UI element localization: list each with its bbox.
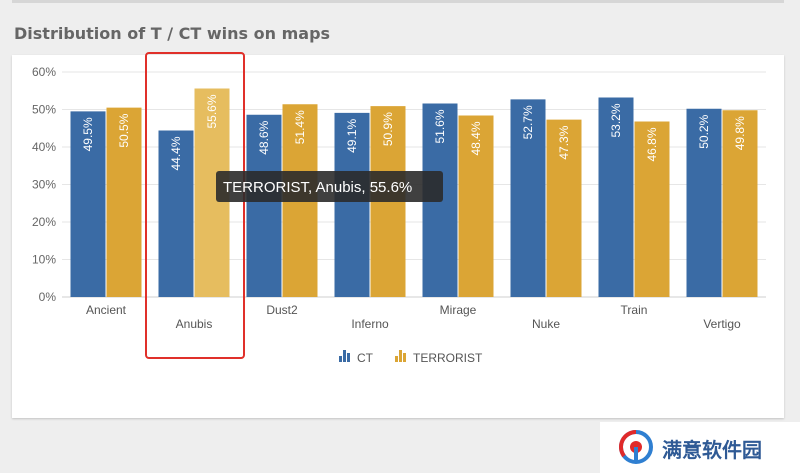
y-axis: 0% 10% 20% 30% 40% 50% 60% [32, 65, 56, 304]
top-divider [12, 0, 784, 3]
x-axis-labels: Ancient Anubis Dust2 Inferno Mirage Nuke Train… [86, 303, 741, 331]
watermark: 满意软件园 [600, 422, 800, 473]
legend-icon-bar [395, 356, 398, 362]
x-tick-label: Mirage [440, 303, 477, 317]
data-label: 47.3% [557, 125, 571, 159]
x-tick-label: Vertigo [703, 317, 741, 331]
data-label: 50.5% [117, 113, 131, 147]
legend-label-ct: CT [357, 351, 374, 365]
legend-icon-bar [343, 350, 346, 362]
legend-icon-bar [347, 353, 350, 362]
x-tick-label: Nuke [532, 317, 560, 331]
watermark-logo-icon [619, 430, 653, 464]
y-tick-label: 60% [32, 65, 56, 79]
bar-ct-vertigo [686, 108, 722, 297]
data-label: 51.6% [433, 109, 447, 143]
data-label: 49.5% [81, 117, 95, 151]
data-label: 44.4% [169, 136, 183, 170]
y-tick-label: 50% [32, 103, 56, 117]
data-label: 50.2% [697, 114, 711, 148]
data-label: 48.6% [257, 120, 271, 154]
highlight-rect [145, 52, 245, 359]
y-tick-label: 10% [32, 253, 56, 267]
y-tick-label: 20% [32, 215, 56, 229]
y-tick-label: 0% [39, 290, 57, 304]
data-label: 46.8% [645, 127, 659, 161]
data-label: 55.6% [205, 94, 219, 128]
x-tick-label: Train [621, 303, 648, 317]
x-tick-label: Ancient [86, 303, 127, 317]
bar-ct-nuke [510, 99, 546, 297]
legend-icon-bar [399, 350, 402, 362]
y-tick-label: 40% [32, 140, 56, 154]
tooltip: TERRORIST, Anubis, 55.6% [216, 171, 443, 202]
data-label: 50.9% [381, 112, 395, 146]
data-label: 48.4% [469, 121, 483, 155]
tooltip-box [216, 171, 443, 202]
legend-icon-bar [403, 353, 406, 362]
legend: CT TERRORIST [339, 350, 483, 365]
y-tick-label: 30% [32, 178, 56, 192]
x-tick-label: Dust2 [266, 303, 298, 317]
legend-icon-bar [339, 356, 342, 362]
legend-label-terrorist: TERRORIST [413, 351, 483, 365]
data-label: 52.7% [521, 105, 535, 139]
bar-terrorist-nuke [546, 119, 582, 297]
data-label: 51.4% [293, 110, 307, 144]
page-title: Distribution of T / CT wins on maps [14, 24, 331, 43]
bar-terrorist-mirage [458, 115, 494, 297]
tooltip-text: TERRORIST, Anubis, 55.6% [223, 179, 412, 196]
bar-ct-inferno [334, 112, 370, 297]
data-label: 53.2% [609, 103, 623, 137]
data-label: 49.1% [345, 119, 359, 153]
bar-terrorist-vertigo [722, 110, 758, 297]
bar-ct-train [598, 97, 634, 297]
bar-terrorist-ancient [106, 107, 142, 297]
x-tick-label: Inferno [351, 317, 389, 331]
highlight-box [145, 52, 245, 359]
watermark-text: 满意软件园 [662, 438, 762, 462]
data-label: 49.8% [733, 116, 747, 150]
bar-ct-dust2 [246, 114, 282, 297]
bar-terrorist-train [634, 121, 670, 297]
bar-ct-anubis [158, 130, 194, 297]
x-tick-label: Anubis [176, 317, 213, 331]
bar-ct-ancient [70, 111, 106, 297]
